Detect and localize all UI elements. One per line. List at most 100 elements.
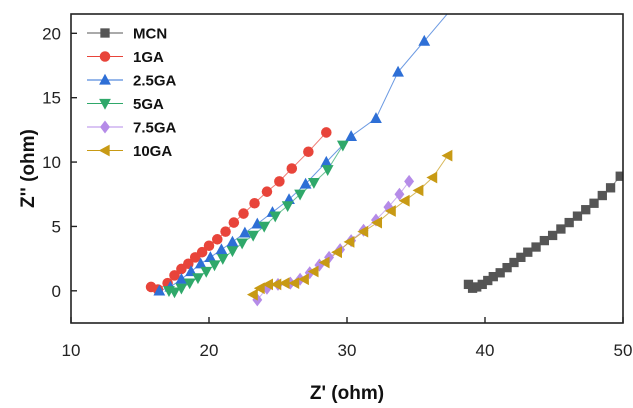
data-point-5ga [200, 266, 213, 278]
y-tick-label: 20 [42, 24, 61, 43]
x-tick-label: 10 [62, 341, 81, 360]
data-point-2-5ga [392, 65, 404, 77]
data-point-10ga [288, 277, 300, 289]
data-point-10ga [318, 256, 330, 269]
x-tick-label: 40 [476, 341, 495, 360]
data-point-10ga [262, 278, 273, 291]
data-point-2-5ga [153, 284, 166, 296]
legend-marker-5ga [99, 98, 111, 110]
legend-marker-1ga [99, 51, 111, 62]
data-point-1ga [228, 217, 240, 228]
data-point-10ga [412, 184, 424, 197]
data-point-5ga [192, 273, 204, 285]
data-point-10ga [426, 171, 438, 184]
data-point-mcn [581, 205, 591, 215]
data-point-5ga [269, 211, 282, 223]
data-point-5ga [281, 201, 294, 213]
data-point-1ga [321, 127, 332, 138]
data-point-5ga [216, 253, 229, 265]
data-point-mcn [615, 171, 623, 181]
data-point-7-5ga [394, 187, 405, 201]
legend-marker-mcn [100, 28, 110, 38]
data-point-1ga [169, 270, 180, 281]
data-point-10ga [278, 277, 290, 289]
data-point-2-5ga [215, 243, 228, 255]
data-point-mcn [523, 247, 533, 257]
data-point-10ga [384, 205, 396, 217]
x-tick-label: 20 [200, 341, 219, 360]
data-point-2-5ga [204, 251, 217, 262]
legend-label-mcn: MCN [133, 26, 167, 43]
data-point-2-5ga [418, 34, 431, 46]
data-point-mcn [495, 268, 505, 278]
x-axis-title: Z' (ohm) [310, 383, 384, 404]
data-point-2-5ga [238, 226, 251, 238]
data-point-2-5ga [370, 112, 382, 123]
data-point-mcn [597, 190, 607, 201]
data-point-mcn [556, 224, 566, 234]
data-point-mcn [572, 211, 583, 221]
y-tick-label: 15 [42, 89, 61, 108]
data-point-10ga [357, 225, 369, 238]
data-point-1ga [249, 197, 260, 209]
series-line-mcn [468, 175, 621, 289]
data-point-5ga [258, 221, 271, 233]
data-point-5ga [226, 246, 239, 258]
data-point-10ga [307, 265, 319, 278]
data-point-2-5ga [194, 257, 207, 269]
data-point-10ga [398, 194, 410, 207]
data-point-1ga [212, 234, 223, 245]
data-point-1ga [196, 246, 208, 258]
data-point-5ga [247, 230, 260, 242]
data-point-5ga [294, 189, 306, 201]
data-markers [145, 34, 623, 307]
legend: MCN 1GA 2.5GA 5GA 7.5GA 10GA [87, 26, 177, 160]
data-point-mcn [547, 230, 558, 241]
data-point-10ga [246, 288, 258, 301]
legend-label-10ga: 10GA [133, 143, 172, 160]
data-point-5ga [336, 140, 349, 152]
legend-label-2-5ga: 2.5GA [133, 73, 177, 90]
data-point-2-5ga [345, 130, 358, 141]
data-point-mcn [605, 183, 616, 193]
x-tick-label: 30 [338, 341, 357, 360]
data-point-7-5ga [314, 258, 325, 272]
data-point-1ga [303, 146, 314, 158]
axis-ticks: 10 20 30 40 50 0 5 10 15 20 [42, 24, 632, 360]
y-tick-label: 5 [52, 217, 61, 236]
data-point-mcn [488, 272, 498, 282]
data-point-1ga [203, 240, 215, 252]
data-point-mcn [516, 252, 526, 262]
data-point-1ga [261, 186, 273, 197]
data-point-mcn [539, 235, 549, 246]
data-point-2-5ga [175, 273, 188, 284]
data-point-mcn [502, 262, 512, 273]
series-line-extension-2-5ga [423, 14, 448, 42]
data-point-10ga [371, 216, 383, 229]
data-point-mcn [483, 275, 493, 286]
data-point-5ga [183, 278, 196, 290]
data-point-mcn [477, 279, 487, 290]
data-point-1ga [220, 226, 231, 237]
data-point-1ga [274, 176, 285, 187]
data-point-2-5ga [299, 177, 312, 189]
data-point-mcn [589, 198, 599, 208]
data-point-mcn [472, 282, 482, 292]
data-point-mcn [564, 217, 574, 228]
data-point-10ga [253, 282, 265, 295]
data-point-7-5ga [404, 174, 415, 188]
data-point-5ga [175, 283, 188, 295]
data-point-2-5ga [226, 235, 239, 247]
data-point-10ga [441, 149, 453, 162]
legend-marker-7-5ga [100, 120, 110, 134]
data-point-2-5ga [251, 217, 264, 229]
legend-label-5ga: 5GA [133, 96, 164, 113]
data-point-2-5ga [320, 155, 333, 167]
data-point-10ga [270, 278, 282, 291]
data-point-5ga [208, 260, 221, 272]
data-point-10ga [331, 246, 342, 259]
data-point-5ga [236, 238, 249, 250]
y-axis-title: Z'' (ohm) [18, 129, 39, 208]
legend-marker-2-5ga [99, 73, 111, 85]
